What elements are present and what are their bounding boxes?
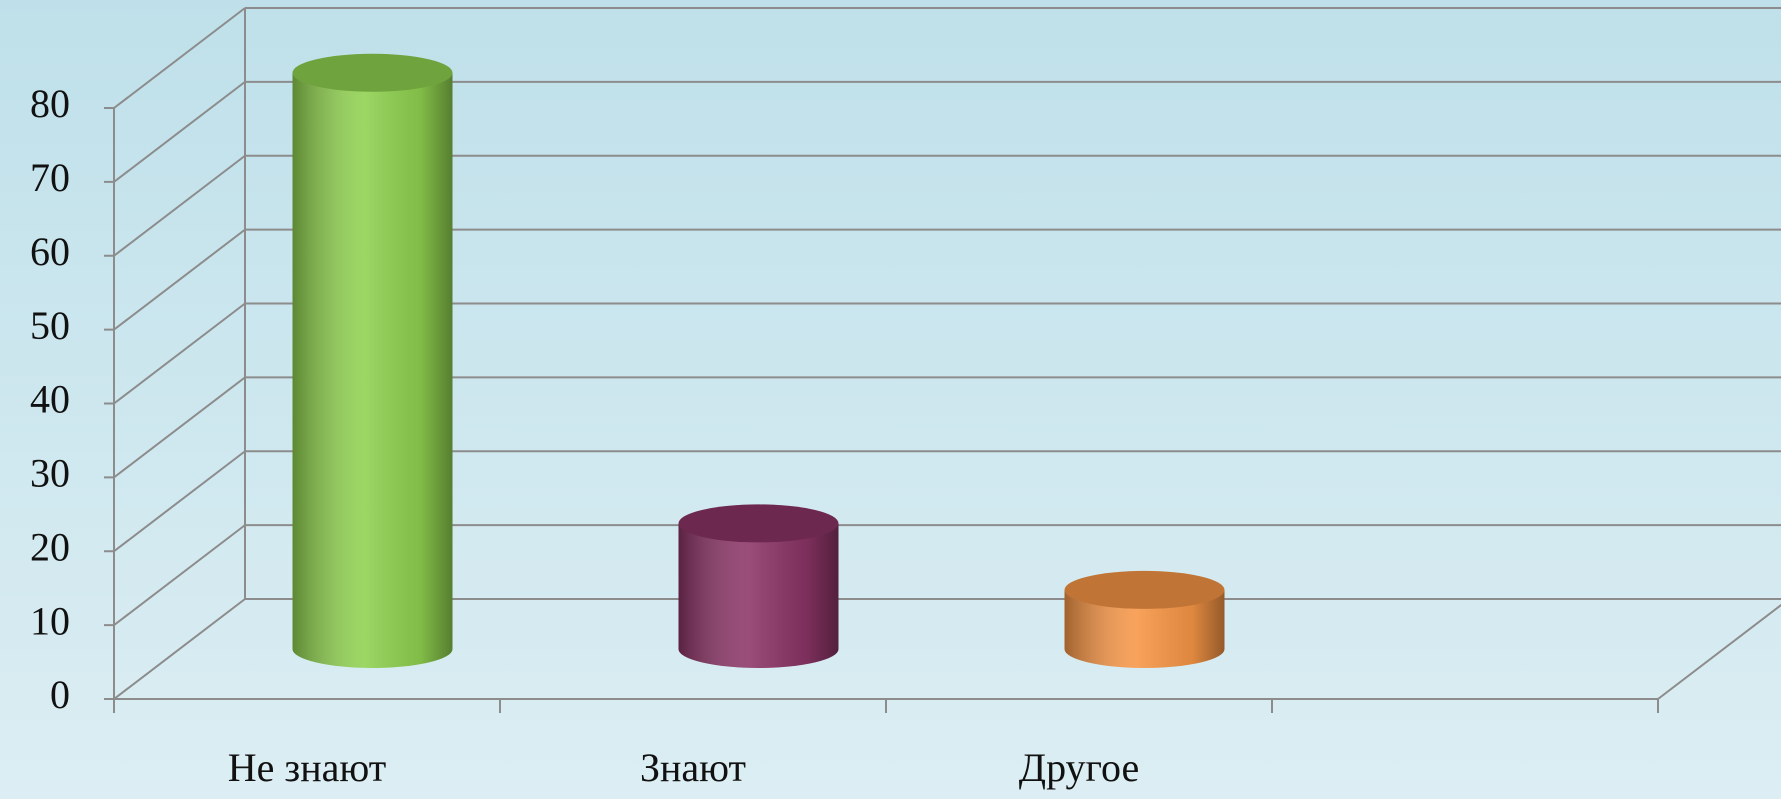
x-tick-label: Знают: [640, 745, 746, 790]
bar: [678, 504, 839, 668]
bar-top-shade: [1064, 570, 1225, 609]
grid-line: [113, 228, 246, 331]
bar-top: [1064, 570, 1225, 609]
bar: [1064, 570, 1225, 668]
bar-shade: [1064, 589, 1225, 668]
grid-line: [113, 376, 246, 479]
grid-line: [113, 302, 246, 405]
bar-shade: [678, 523, 839, 668]
y-tick-label: 70: [30, 155, 70, 200]
grid-line: [113, 154, 246, 257]
y-tick-label: 80: [30, 81, 70, 126]
y-tick-label: 50: [30, 303, 70, 348]
bar-shade: [292, 72, 453, 668]
y-tick-label: 60: [30, 229, 70, 274]
grid-line: [113, 598, 246, 700]
bar-top: [292, 53, 453, 92]
x-tick-label: Другое: [1019, 745, 1139, 790]
y-tick-label: 10: [30, 598, 70, 643]
bar: [292, 53, 453, 668]
y-tick-label: 30: [30, 451, 70, 496]
bar-top-shade: [292, 53, 453, 92]
grid-line: [113, 81, 246, 183]
bar-top-shade: [678, 504, 839, 543]
grid-line: [113, 450, 246, 553]
y-tick-label: 40: [30, 377, 70, 422]
bar-top: [678, 504, 839, 543]
y-tick-label: 0: [50, 672, 70, 717]
x-tick-label: Не знают: [228, 745, 386, 790]
y-tick-label: 20: [30, 524, 70, 569]
grid-line: [113, 524, 246, 626]
grid-line: [113, 7, 246, 109]
floor-edge: [1657, 603, 1781, 700]
